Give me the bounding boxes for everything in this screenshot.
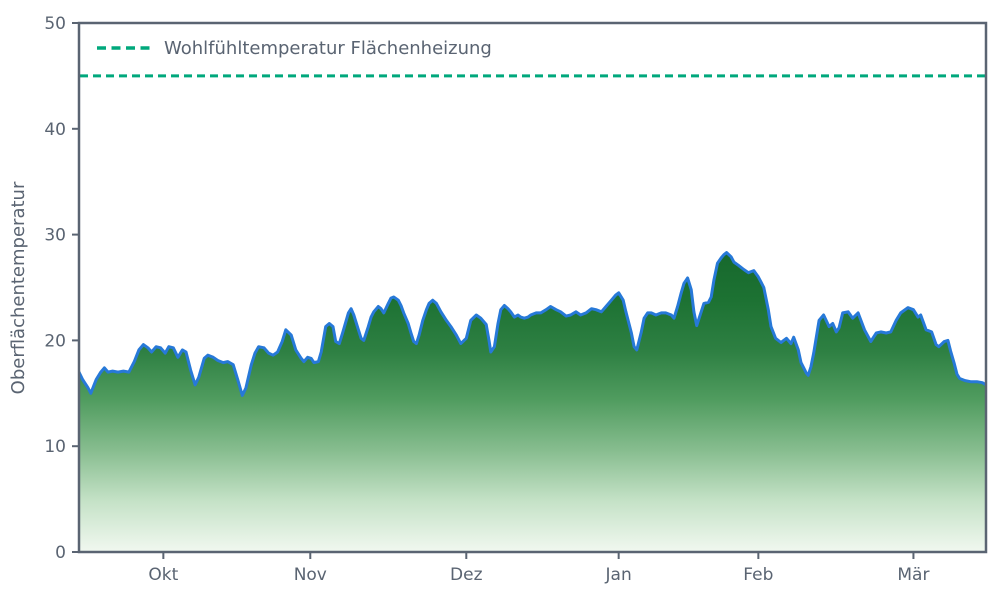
- y-axis-label: Oberflächentemperatur: [8, 181, 29, 394]
- y-tick-label-10: 10: [44, 437, 66, 457]
- legend-label: Wohlfühltemperatur Flächenheizung: [164, 38, 492, 59]
- x-tick-label-Nov: Nov: [294, 565, 327, 585]
- x-tick-label-Dez: Dez: [450, 565, 483, 585]
- y-tick-label-0: 0: [55, 543, 66, 563]
- x-tick-label-Okt: Okt: [148, 565, 178, 585]
- plot-border: [77, 21, 988, 554]
- x-axis-ticks: Okt Nov Dez Jan Feb Mär: [148, 552, 929, 585]
- x-tick-label-Jan: Jan: [605, 565, 632, 585]
- surface-temperature-area: [79, 252, 986, 552]
- y-tick-label-30: 30: [44, 226, 66, 246]
- y-tick-label-20: 20: [44, 331, 66, 351]
- x-tick-label-Feb: Feb: [743, 565, 773, 585]
- surface-temperature-line: [79, 251, 986, 397]
- y-tick-label-40: 40: [44, 120, 66, 140]
- x-tick-label-Mär: Mär: [897, 565, 929, 585]
- y-tick-label-50: 50: [44, 14, 66, 34]
- legend: Wohlfühltemperatur Flächenheizung: [97, 38, 492, 59]
- y-axis-ticks: 0 10 20 30 40 50: [44, 14, 79, 563]
